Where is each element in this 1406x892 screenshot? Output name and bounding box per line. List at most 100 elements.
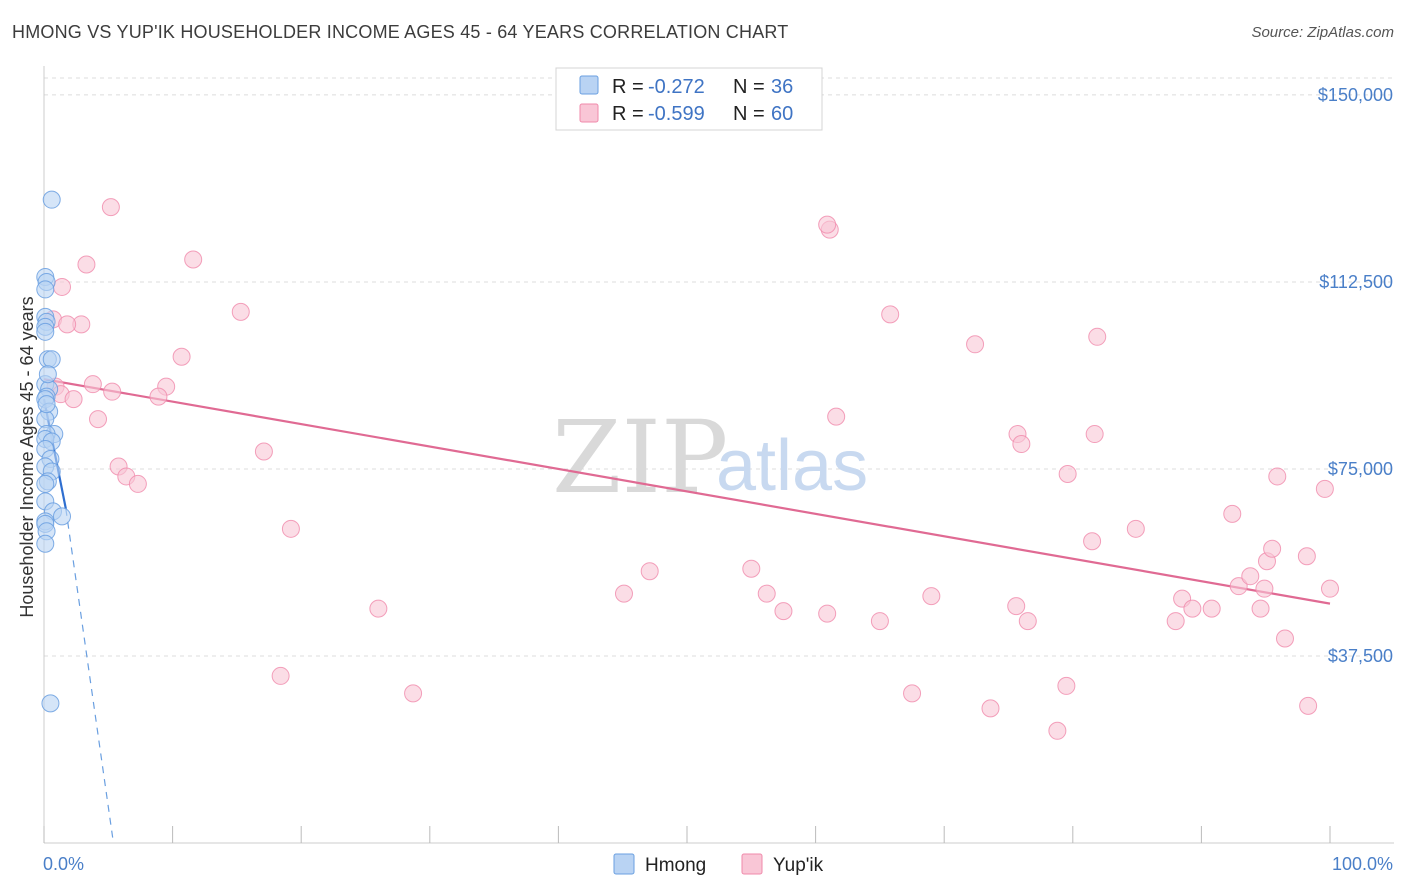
- grid-lines: [44, 77, 1394, 657]
- point-yupik-47: [1048, 721, 1067, 740]
- legend-n-value-yupik: 60: [771, 103, 793, 125]
- point-hmong-7: [36, 322, 55, 341]
- point-yupik-37: [757, 584, 776, 603]
- point-yupik-58: [1255, 579, 1274, 598]
- point-yupik-0: [101, 198, 120, 217]
- point-yupik-65: [1315, 479, 1334, 498]
- point-hmong-33: [41, 694, 60, 713]
- point-yupik-40: [774, 602, 793, 621]
- trend-line-yupik: [43, 378, 1331, 605]
- bottom-legend-label-hmong: Hmong: [645, 855, 706, 876]
- legend-n-label-yupik: N =: [733, 103, 765, 125]
- bottom-legend-swatch-yupik: [741, 853, 763, 875]
- point-hmong-3: [36, 280, 55, 299]
- point-yupik-2: [77, 255, 96, 274]
- point-yupik-24: [404, 684, 423, 703]
- point-yupik-21: [281, 519, 300, 538]
- correlation-legend: R = -0.272 N = 36 R = -0.599 N = 60: [555, 67, 823, 131]
- point-yupik-1: [184, 250, 203, 269]
- point-yupik-36: [640, 562, 659, 581]
- data-points: [36, 190, 1339, 740]
- point-yupik-7: [58, 315, 77, 334]
- point-yupik-52: [1183, 599, 1202, 618]
- bottom-legend-label-yupik: Yup'ik: [773, 855, 824, 876]
- point-yupik-15: [64, 390, 83, 409]
- x-tick-label-start: 0.0%: [43, 854, 84, 874]
- x-tick-label-end: 100.0%: [1332, 854, 1393, 874]
- point-yupik-55: [1223, 504, 1242, 523]
- point-yupik-60: [1263, 539, 1282, 558]
- point-yupik-46: [981, 699, 1000, 718]
- point-yupik-23: [271, 666, 290, 685]
- watermark-atlas: atlas: [716, 426, 868, 506]
- point-yupik-50: [1126, 519, 1145, 538]
- point-yupik-63: [1297, 547, 1316, 566]
- bottom-legend-swatch-hmong: [613, 853, 635, 875]
- chart-title: HMONG VS YUP'IK HOUSEHOLDER INCOME AGES …: [12, 22, 789, 42]
- point-yupik-48: [1057, 676, 1076, 695]
- point-yupik-20: [128, 474, 147, 493]
- point-yupik-41: [818, 604, 837, 623]
- point-yupik-26: [818, 215, 837, 234]
- legend-n-label-hmong: N =: [733, 76, 765, 98]
- point-yupik-57: [1241, 567, 1260, 586]
- point-yupik-54: [1166, 612, 1185, 631]
- x-tick-labels: 0.0% 100.0%: [43, 854, 1393, 874]
- source-label: Source: ZipAtlas.com: [1251, 24, 1394, 41]
- point-yupik-56: [1229, 577, 1248, 596]
- point-yupik-61: [1268, 467, 1287, 486]
- legend-n-value-hmong: 36: [771, 76, 793, 98]
- point-yupik-17: [254, 442, 273, 461]
- point-yupik-14: [149, 387, 168, 406]
- point-yupik-35: [742, 559, 761, 578]
- legend-box: [555, 67, 823, 131]
- point-yupik-64: [1299, 696, 1318, 715]
- legend-r-value-yupik: -0.599: [648, 103, 705, 125]
- point-yupik-22: [369, 599, 388, 618]
- y-tick-label-0: $37,500: [1328, 646, 1393, 666]
- point-yupik-62: [1275, 629, 1294, 648]
- point-yupik-44: [922, 587, 941, 606]
- point-hmong-25: [36, 474, 55, 493]
- point-yupik-66: [1321, 579, 1339, 598]
- legend-r-value-hmong: -0.272: [648, 76, 705, 98]
- point-yupik-42: [870, 612, 889, 631]
- point-hmong-28: [53, 507, 72, 526]
- y-tick-label-3: $150,000: [1318, 85, 1393, 105]
- point-hmong-35: [38, 365, 57, 384]
- point-yupik-34: [1058, 464, 1077, 483]
- watermark-zip: ZIP: [552, 399, 728, 516]
- point-yupik-30: [827, 407, 846, 426]
- point-yupik-27: [881, 305, 900, 324]
- point-yupik-28: [966, 335, 985, 354]
- y-tick-label-2: $112,500: [1319, 272, 1393, 292]
- y-tick-labels: $37,500 $75,000 $112,500 $150,000: [1318, 85, 1393, 666]
- point-yupik-31: [1085, 425, 1104, 444]
- point-yupik-4: [231, 302, 250, 321]
- point-yupik-49: [1083, 532, 1102, 551]
- point-yupik-16: [89, 410, 108, 429]
- point-hmong-32: [36, 534, 55, 553]
- point-yupik-3: [53, 277, 72, 296]
- point-hmong-34: [37, 395, 56, 414]
- point-yupik-45: [903, 684, 922, 703]
- legend-swatch-hmong: [579, 75, 599, 95]
- point-yupik-39: [1007, 597, 1026, 616]
- point-hmong-9: [42, 350, 61, 369]
- series-legend: Hmong Yup'ik: [613, 853, 824, 876]
- point-hmong-15: [36, 410, 55, 429]
- point-yupik-43: [1018, 612, 1037, 631]
- watermark: ZIP atlas: [552, 399, 868, 516]
- point-yupik-29: [1088, 327, 1107, 346]
- point-yupik-53: [1202, 599, 1221, 618]
- point-yupik-12: [103, 382, 122, 401]
- point-yupik-33: [1012, 435, 1031, 454]
- point-yupik-8: [172, 347, 191, 366]
- trend-line-hmong-extension: [65, 508, 115, 844]
- legend-r-label-yupik: R =: [612, 103, 644, 125]
- y-axis-title: Householder Income Ages 45 - 64 years: [17, 296, 37, 617]
- point-yupik-67: [1251, 599, 1270, 618]
- point-yupik-10: [83, 375, 102, 394]
- legend-swatch-yupik: [579, 103, 599, 123]
